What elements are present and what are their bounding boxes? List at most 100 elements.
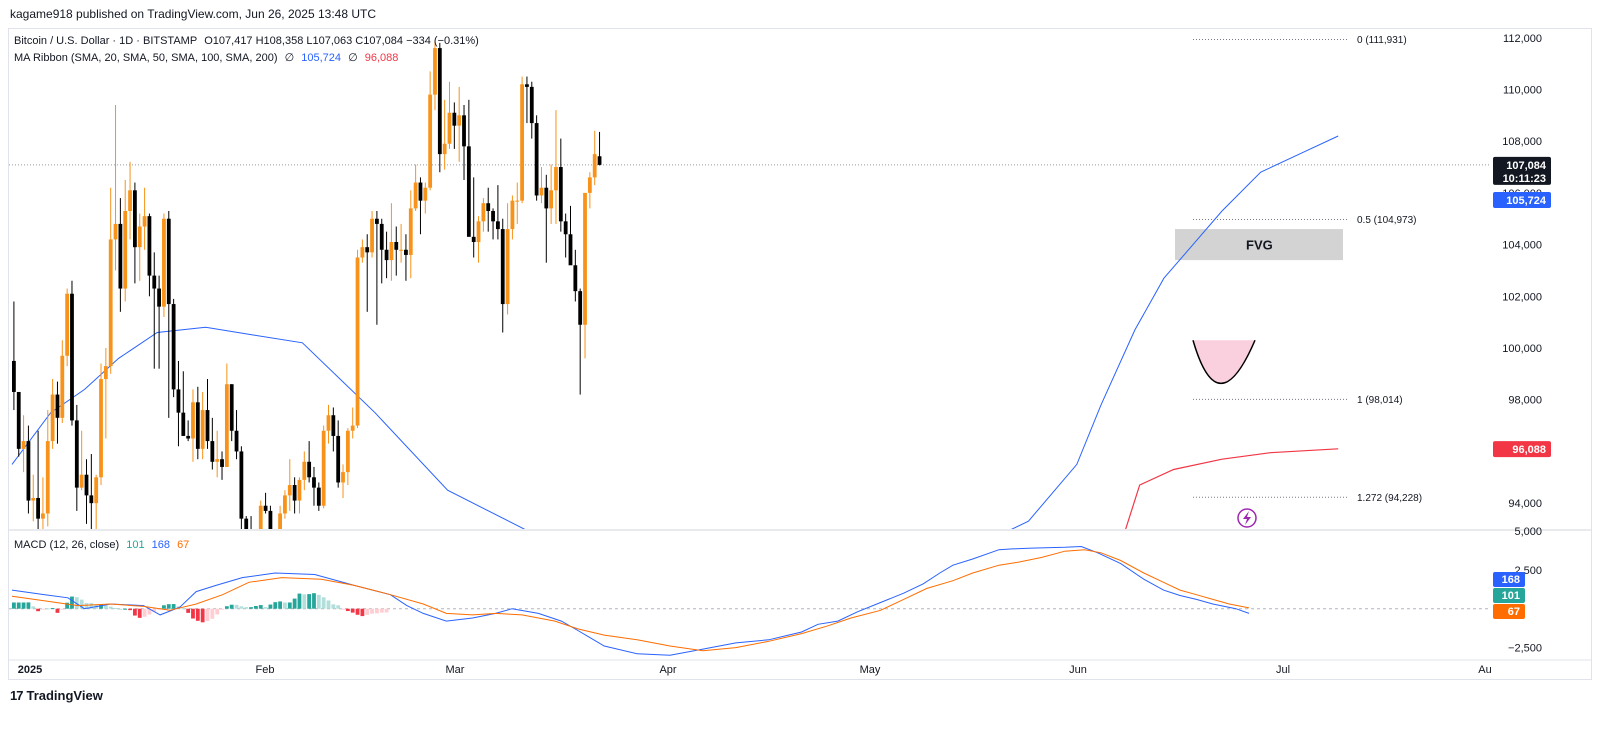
candle [157, 275, 161, 369]
macd-tick-label: 5,000 [1514, 526, 1542, 538]
macd-pane [9, 545, 1489, 656]
candle [166, 210, 171, 418]
macd-hist-bar [360, 608, 365, 617]
candle [471, 177, 476, 258]
alert-lightning-icon [1237, 508, 1257, 528]
candle [55, 381, 60, 444]
candle [529, 81, 534, 139]
candle-body [297, 479, 302, 501]
candle [578, 288, 583, 395]
candle [133, 182, 137, 284]
candle-body [452, 112, 457, 126]
macd-badge-hist-text: 101 [1502, 590, 1520, 602]
macd-hist-bar [181, 608, 186, 610]
macd-hist-bar [258, 605, 263, 609]
candle-body [476, 221, 481, 243]
macd-hist-bar [55, 608, 60, 613]
candle [544, 174, 549, 263]
candle-body [326, 415, 331, 431]
candle [123, 179, 128, 302]
candle-body [181, 412, 186, 436]
macd-hist-bar [379, 608, 384, 613]
alert-lightning-bolt [1243, 511, 1251, 525]
candle [307, 441, 312, 483]
candle-body [157, 288, 161, 307]
candle-body [191, 402, 195, 439]
macd-hist-bar [312, 593, 316, 609]
macd-hist-bar [99, 604, 103, 609]
candle-body [525, 84, 529, 87]
candle-body [200, 410, 205, 449]
macd-hist-bar [365, 608, 370, 615]
macd-hist-bar [268, 604, 273, 609]
macd-hist-bar [70, 596, 74, 609]
macd-hist-bar [191, 608, 195, 619]
tradingview-brand[interactable]: 17 TradingView [10, 688, 103, 703]
macd-hist-bar [123, 608, 128, 610]
macd-hist-bar [302, 594, 307, 609]
time-tick-label: 2025 [18, 664, 42, 676]
candle-body [360, 247, 365, 258]
time-tick-label: Jul [1276, 664, 1290, 676]
candle-body [103, 366, 108, 380]
macd-hist-bar [45, 608, 50, 610]
ma-blue-badge: 105,724 [1493, 192, 1551, 209]
last-price-badge-bg [1493, 156, 1551, 185]
candle-body [336, 435, 341, 483]
macd-hist-bar [84, 603, 89, 609]
candle-body [239, 451, 244, 519]
chart-frame[interactable] [8, 28, 1592, 680]
candle-body [108, 239, 113, 367]
candle [592, 130, 597, 186]
candle [312, 466, 316, 506]
candle-body [316, 487, 321, 506]
candle [587, 172, 592, 209]
candle [326, 404, 331, 444]
candle [297, 477, 302, 514]
macd-badge-signal-bg [1493, 604, 1525, 619]
candle [118, 198, 123, 312]
macd-badge-macd: 168 [1493, 572, 1525, 587]
candle-body [350, 425, 355, 431]
macd-plot-area [9, 545, 1489, 656]
candle-body [399, 249, 403, 251]
candle-body [273, 534, 277, 537]
macd-hist-bar [16, 602, 21, 609]
candle [404, 234, 408, 281]
candle [394, 226, 399, 276]
macd-hist-bar [229, 604, 234, 609]
candle [268, 505, 273, 529]
candle [142, 187, 147, 250]
candle-body [573, 265, 578, 292]
fib-level-label: 0 (111,931) [1357, 35, 1407, 46]
candle-body [583, 192, 587, 325]
candle [384, 231, 389, 279]
macd-hist-bar [331, 604, 336, 609]
candle [195, 386, 200, 460]
candle [36, 430, 40, 529]
fib-level-label: 1 (98,014) [1357, 395, 1403, 406]
candle [186, 420, 191, 442]
candle-body [568, 234, 573, 266]
macd-hist-bar [283, 602, 287, 609]
candle [263, 492, 268, 514]
candle [365, 234, 370, 312]
ma-red-badge-text: 96,088 [1512, 444, 1546, 456]
candle-body [215, 459, 220, 462]
candle [26, 425, 31, 514]
candle [103, 348, 108, 439]
candle [452, 102, 457, 149]
candle [496, 185, 500, 240]
candle-body [544, 187, 549, 209]
candle-body [375, 218, 379, 224]
candle [462, 104, 466, 180]
candle [181, 371, 186, 436]
candle-body [578, 291, 583, 325]
macd-legend: MACD (12, 26, close) 101 168 67 [14, 539, 193, 551]
candle [428, 71, 433, 191]
candle-body [379, 223, 384, 250]
candle-body [113, 223, 118, 240]
macd-hist-bar [239, 606, 244, 609]
macd-hist-bar [21, 602, 26, 609]
